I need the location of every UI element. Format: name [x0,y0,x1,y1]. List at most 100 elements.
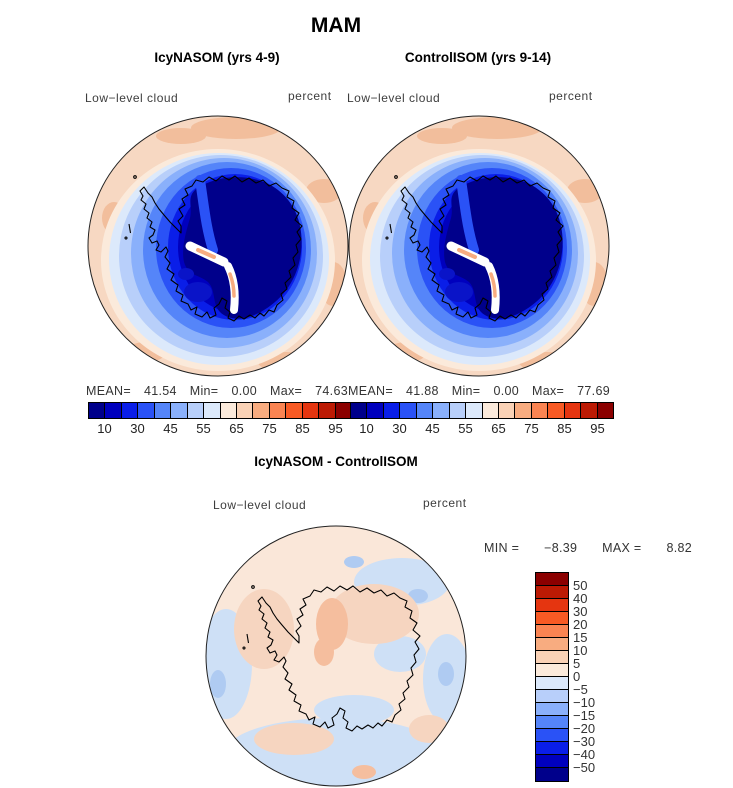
colorbar-cell [400,403,417,418]
colorbar-cell [121,403,139,418]
panel-title-icynasom: IcyNASOM (yrs 4-9) [154,50,280,65]
min-label: Min= [189,384,219,398]
colorbar-cell [548,403,565,418]
units-label: percent [549,89,593,103]
diff-colorbar-label: 15 [573,630,588,645]
colorbar-cell [286,403,303,418]
colorbar-cell [536,638,568,651]
colorbar-cell [536,703,568,716]
colorbar-tick: 55 [196,421,211,436]
colorbar-tick: 65 [491,421,506,436]
colorbar-cell [449,403,467,418]
colorbar-cell [536,599,568,612]
diff-colorbar-label: 0 [573,669,581,684]
colorbar-cell [253,403,270,418]
mean-label: MEAN= [86,384,131,398]
colorbar-cell [367,403,384,418]
mean-label: MEAN= [348,384,393,398]
panel-title-controlsom: ControlISOM (yrs 9-14) [404,50,552,65]
colorbar-cell [187,403,205,418]
min-value: 0.00 [231,384,257,398]
season-title: MAM [310,14,362,37]
colorbar-cell [383,403,401,418]
colorbar-cell [536,729,568,742]
diff-colorbar [535,572,569,782]
colorbar-tick: 95 [328,421,343,436]
colorbar-cell [138,403,155,418]
colorbar-tick: 30 [130,421,145,436]
stats-row-controlsom: MEAN= 41.88 Min= 0.00 Max= 77.69 [348,384,610,398]
diff-colorbar-label: −15 [573,708,596,723]
colorbar-cell [351,403,368,418]
units-label: percent [423,496,467,510]
colorbar-cell [536,586,568,599]
colorbar-cell [515,403,532,418]
field-label: Low−level cloud [347,91,441,105]
colorbar-cell [498,403,516,418]
colorbar-cell [536,690,568,703]
colorbar-cell [482,403,499,418]
colorbar-cell [154,403,172,418]
max-value: 74.63 [315,384,348,398]
diff-colorbar-label: −30 [573,734,596,749]
stats-row-icynasom: MEAN= 41.54 Min= 0.00 Max= 74.63 [86,384,348,398]
colorbar-controlsom [350,402,614,419]
colorbar-tick: 30 [392,421,407,436]
colorbar-cell [536,768,568,781]
max-label: MAX = [602,541,642,555]
colorbar-cell [105,403,122,418]
colorbar-cell [220,403,237,418]
max-value: 8.82 [666,541,692,555]
colorbar-ticks-controlsom: 10 30 45 55 65 75 85 95 [350,421,614,437]
diff-colorbar-label: 5 [573,656,581,671]
colorbar-cell [536,625,568,638]
colorbar-icynasom [88,402,352,419]
colorbar-tick: 55 [458,421,473,436]
colorbar-tick: 10 [359,421,374,436]
colorbar-cell [531,403,549,418]
colorbar-cell [536,742,568,755]
diff-map [204,524,468,788]
min-value: 0.00 [493,384,519,398]
colorbar-cell [433,403,450,418]
colorbar-cell [564,403,582,418]
colorbar-tick: 10 [97,421,112,436]
min-label: MIN = [484,541,520,555]
diff-minmax-row: MIN = −8.39 MAX = 8.82 [484,541,692,555]
colorbar-tick: 95 [590,421,605,436]
colorbar-cell [319,403,336,418]
colorbar-cell [89,403,106,418]
max-value: 77.69 [577,384,610,398]
diff-colorbar-label: −10 [573,695,596,710]
diff-title: IcyNASOM - ControlISOM [254,454,418,469]
colorbar-cell [536,664,568,677]
max-label: Max= [532,384,565,398]
diff-colorbar-label: −20 [573,721,596,736]
diff-colorbar-label: −5 [573,682,588,697]
colorbar-cell [581,403,598,418]
colorbar-cell [536,677,568,690]
diff-colorbar-label: 10 [573,643,588,658]
diff-colorbar-label: 30 [573,604,588,619]
colorbar-cell [302,403,320,418]
colorbar-cell [536,573,568,586]
colorbar-cell [597,403,613,418]
mean-value: 41.54 [143,384,177,398]
colorbar-cell [204,403,221,418]
cloud-map-icynasom [86,114,350,378]
colorbar-tick: 75 [262,421,277,436]
diff-colorbar-label: 20 [573,617,588,632]
diff-colorbar-label: 40 [573,591,588,606]
colorbar-cell [536,755,568,768]
min-value: −8.39 [544,541,578,555]
colorbar-cell [536,612,568,625]
colorbar-tick: 45 [425,421,440,436]
mean-value: 41.88 [405,384,439,398]
diff-colorbar-label: −50 [573,760,596,775]
colorbar-tick: 45 [163,421,178,436]
max-label: Max= [270,384,303,398]
colorbar-ticks-icynasom: 10 30 45 55 65 75 85 95 [88,421,352,437]
colorbar-cell [171,403,188,418]
colorbar-cell [416,403,434,418]
